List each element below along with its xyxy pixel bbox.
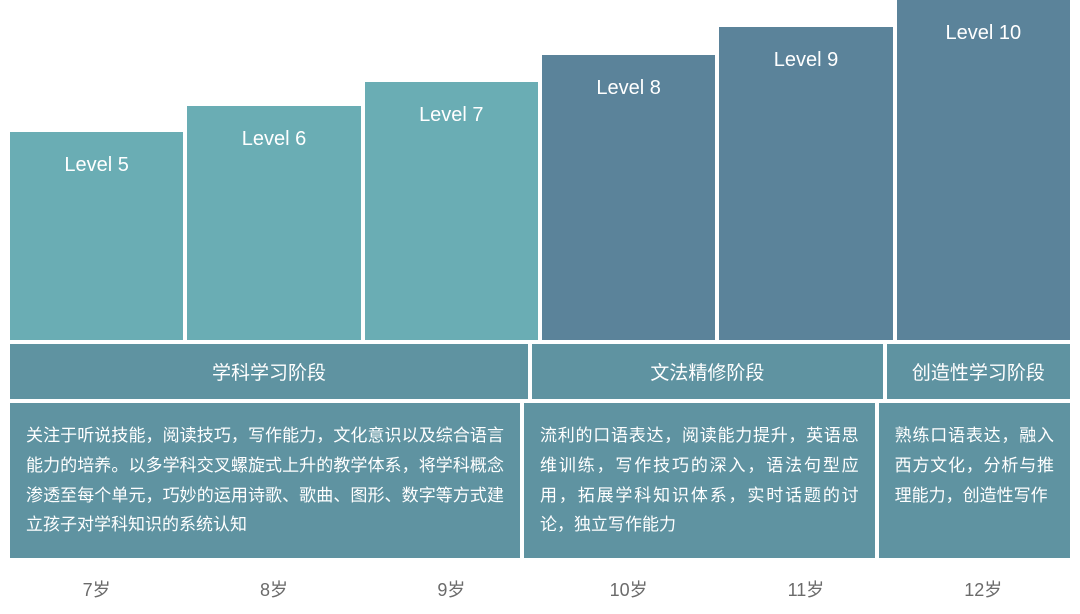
- age-row: 7岁 8岁 9岁 10岁 11岁 12岁: [0, 564, 1080, 614]
- stage-cell-2: 文法精修阶段: [532, 344, 883, 399]
- bar-level-7: Level 7: [365, 82, 538, 340]
- age-cell-11: 11岁: [719, 564, 892, 614]
- bar-level-5: Level 5: [10, 132, 183, 340]
- bars-row: Level 5 Level 6 Level 7 Level 8 Level 9 …: [0, 0, 1080, 340]
- description-row: 关注于听说技能，阅读技巧，写作能力，文化意识以及综合语言能力的培养。以多学科交叉…: [0, 403, 1080, 558]
- stage-row: 学科学习阶段 文法精修阶段 创造性学习阶段: [0, 344, 1080, 399]
- age-cell-7: 7岁: [10, 564, 183, 614]
- bar-label: Level 6: [242, 128, 307, 340]
- bar-label: Level 5: [64, 154, 129, 340]
- bar-label: Level 10: [945, 22, 1021, 340]
- description-cell-1: 关注于听说技能，阅读技巧，写作能力，文化意识以及综合语言能力的培养。以多学科交叉…: [10, 403, 520, 558]
- bar-level-8: Level 8: [542, 55, 715, 340]
- age-cell-9: 9岁: [365, 564, 538, 614]
- age-cell-8: 8岁: [187, 564, 360, 614]
- bar-level-9: Level 9: [719, 27, 892, 340]
- stage-cell-1: 学科学习阶段: [10, 344, 528, 399]
- description-cell-2: 流利的口语表达，阅读能力提升，英语思维训练，写作技巧的深入，语法句型应用，拓展学…: [524, 403, 875, 558]
- bar-level-10: Level 10: [897, 0, 1070, 340]
- age-cell-10: 10岁: [542, 564, 715, 614]
- level-infographic: Level 5 Level 6 Level 7 Level 8 Level 9 …: [0, 0, 1080, 610]
- bar-level-6: Level 6: [187, 106, 360, 340]
- bar-label: Level 8: [596, 77, 661, 340]
- bar-label: Level 9: [774, 49, 839, 340]
- stage-cell-3: 创造性学习阶段: [887, 344, 1070, 399]
- age-cell-12: 12岁: [897, 564, 1070, 614]
- bar-label: Level 7: [419, 104, 484, 340]
- description-cell-3: 熟练口语表达，融入西方文化，分析与推理能力，创造性写作: [879, 403, 1070, 558]
